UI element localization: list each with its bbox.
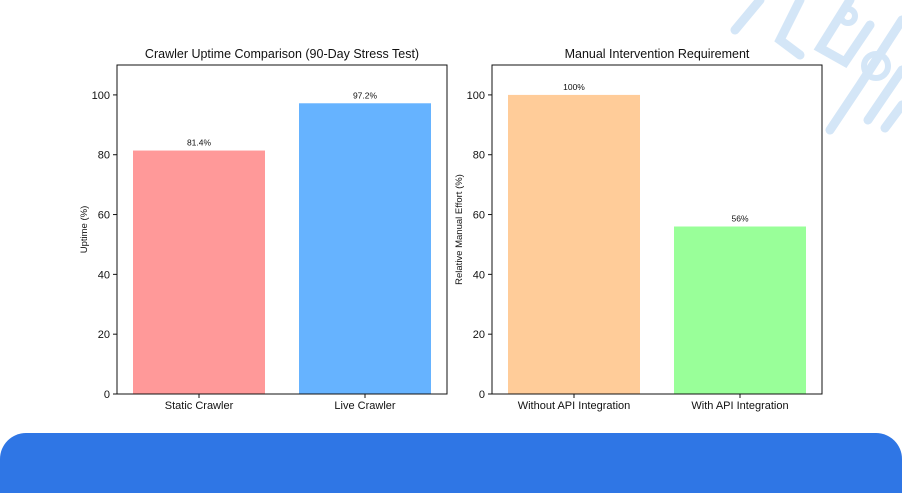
effort-chart-title: Manual Intervention Requirement (565, 47, 750, 61)
manual-effort-chart: 100% Without API Integration 56% With API I… (454, 47, 823, 412)
effort-data-label-1: 100% (563, 82, 585, 92)
uptime-y-tick-label-4: 80 (98, 150, 110, 162)
effort-x-tick-label-2: With API Integration (691, 400, 788, 412)
effort-bar-2 (674, 226, 806, 394)
effort-data-label-2: 56% (731, 214, 748, 224)
uptime-chart-title: Crawler Uptime Comparison (90-Day Stress… (145, 47, 419, 61)
uptime-x-tick-label-2: Live Crawler (334, 400, 395, 412)
effort-y-tick-label-2: 40 (473, 269, 485, 281)
uptime-y-tick-label-3: 60 (98, 210, 110, 222)
effort-y-axis-label: Relative Manual Effort (%) (454, 174, 465, 285)
uptime-data-label-2: 97.2% (353, 90, 378, 100)
uptime-x-tick-label-1: Static Crawler (165, 400, 234, 412)
uptime-y-tick-label-2: 40 (98, 269, 110, 281)
uptime-plot-frame (116, 64, 448, 395)
effort-y-tick-label-3: 60 (473, 210, 485, 222)
uptime-y-tick-label-1: 20 (98, 329, 110, 341)
uptime-chart: 81.4% Static Crawler 97.2% Live Crawler 0 20 4… (79, 47, 448, 412)
effort-y-tick-label-1: 20 (473, 329, 485, 341)
uptime-bar-1 (133, 150, 265, 394)
bottom-banner (0, 433, 902, 493)
effort-y-tick-label-0: 0 (479, 389, 485, 401)
effort-plot-frame (491, 64, 823, 395)
effort-y-tick-label-4: 80 (473, 150, 485, 162)
uptime-data-label-1: 81.4% (187, 138, 212, 148)
effort-bar-1 (508, 94, 640, 394)
uptime-y-tick-label-5: 100 (92, 90, 110, 102)
effort-x-tick-label-1: Without API Integration (518, 400, 631, 412)
uptime-y-tick-label-0: 0 (104, 389, 110, 401)
uptime-bar-2 (299, 103, 431, 395)
effort-y-tick-label-5: 100 (467, 90, 485, 102)
uptime-y-axis-label: Uptime (%) (79, 206, 90, 254)
